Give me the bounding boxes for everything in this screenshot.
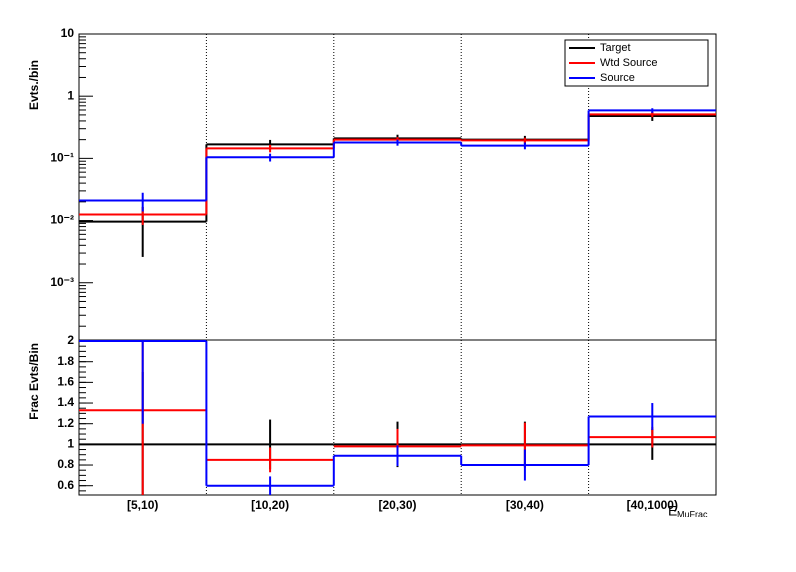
y-tick-label: 0.6 [57,478,74,492]
y-tick-label: 10 [61,26,75,40]
y-tick-label: 2 [67,333,74,347]
plot-area [79,340,716,495]
x-tick-label: [10,20) [251,498,289,512]
x-tick-label: [20,30) [378,498,416,512]
x-axis-label-sub: MuFrac [677,509,708,519]
y-tick-label: 1 [67,88,74,102]
legend-label: Wtd Source [600,57,657,69]
y-tick-label: 10⁻¹ [50,151,74,165]
y-tick-label: 1.6 [57,375,74,389]
x-axis-label: E [668,503,677,519]
y-axis-label: Frac Evts/Bin [27,343,41,420]
y-tick-label: 10⁻² [50,213,74,227]
y-tick-label: 10⁻³ [50,275,74,289]
plot-frame [78,339,717,496]
y-tick-label: 1.8 [57,354,74,368]
x-tick-label: [30,40) [506,498,544,512]
plot-area [79,108,716,257]
x-tick-label: [40,1000) [627,498,678,512]
x-tick-label: [5,10) [127,498,158,512]
legend-label: Target [600,42,631,54]
x-axis-label-clip: MuFrac [677,509,708,519]
y-tick-label: 0.8 [57,457,74,471]
legend-label: Source [600,72,635,84]
y-tick-label: 1.4 [57,395,74,409]
y-tick-label: 1.2 [57,416,74,430]
y-tick-label: 1 [67,437,74,451]
y-axis-label: Evts./bin [27,60,41,110]
